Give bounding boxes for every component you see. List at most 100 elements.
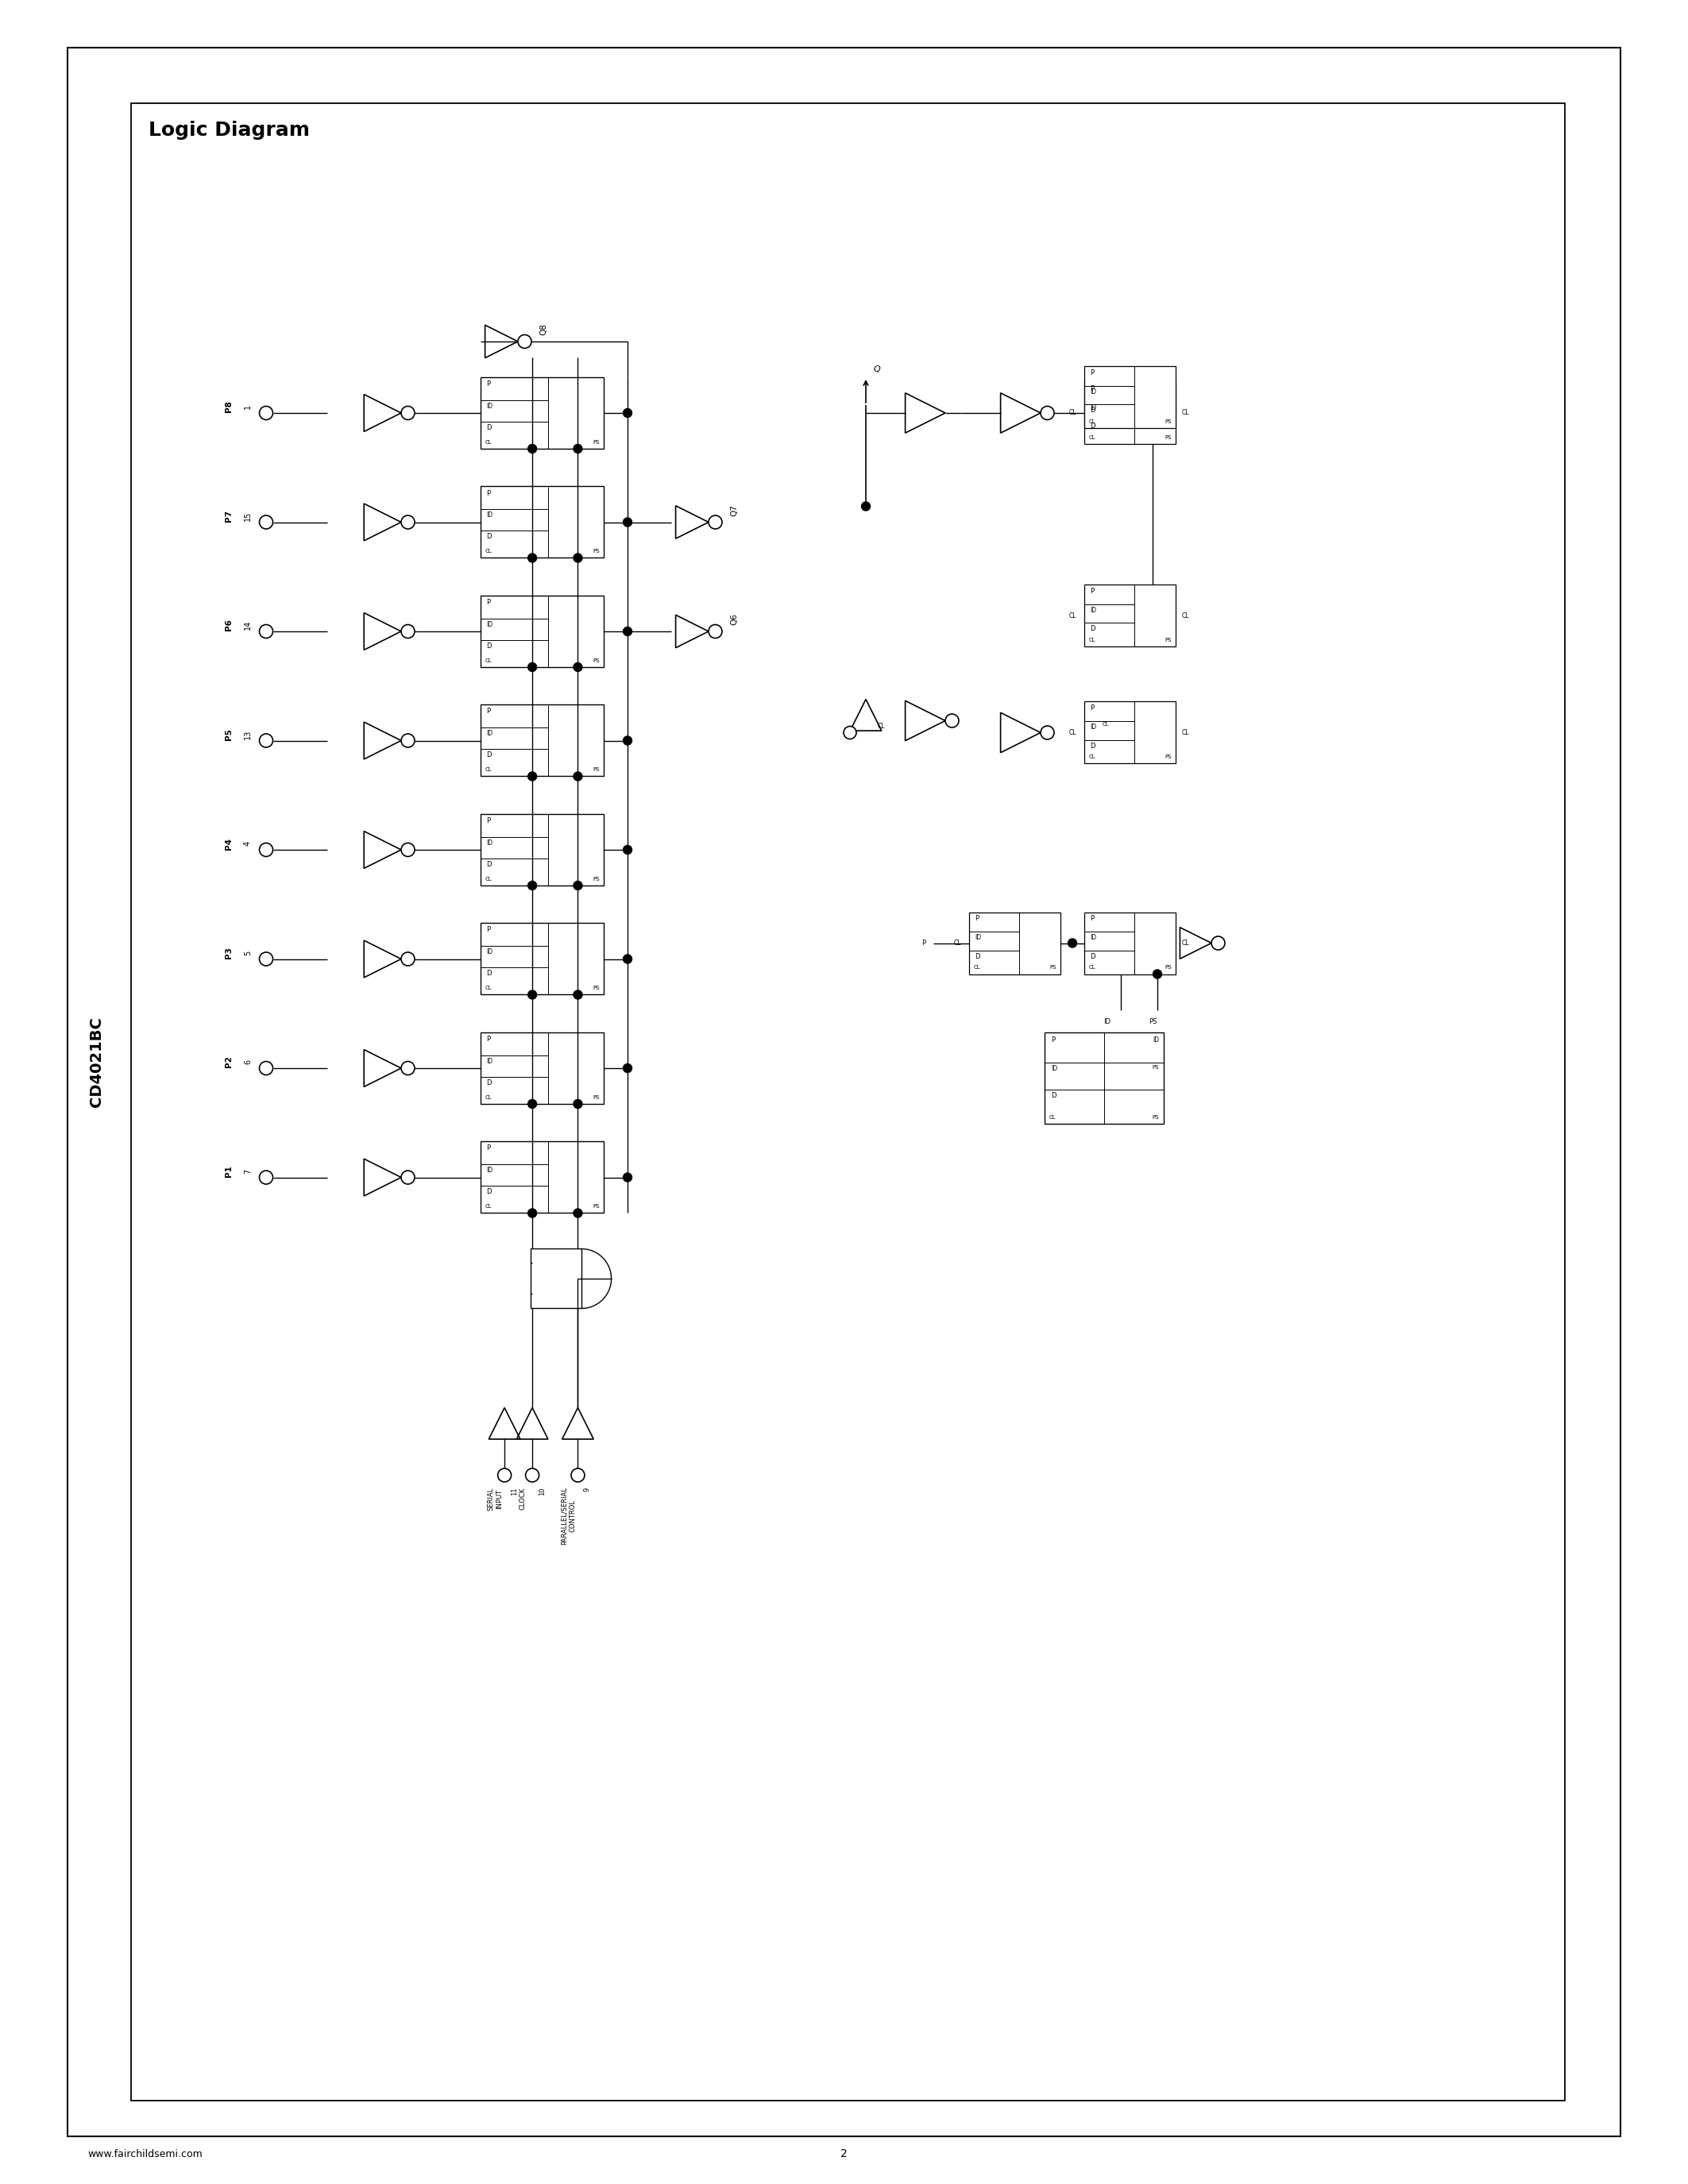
Text: CL: CL <box>486 767 493 773</box>
Text: ID: ID <box>486 948 493 957</box>
Text: D: D <box>486 424 491 430</box>
Text: P: P <box>486 817 490 823</box>
Text: Q: Q <box>874 365 881 373</box>
Text: CL: CL <box>486 1203 493 1210</box>
Circle shape <box>528 989 537 998</box>
Text: D: D <box>1052 1092 1057 1099</box>
Bar <box>481 378 604 448</box>
Text: CL: CL <box>1182 612 1190 618</box>
Text: PS: PS <box>1165 435 1171 439</box>
Text: ID: ID <box>1090 389 1096 395</box>
Text: ID: ID <box>1090 404 1096 411</box>
Circle shape <box>260 515 273 529</box>
Text: CL: CL <box>486 548 493 555</box>
Circle shape <box>861 502 871 511</box>
Circle shape <box>402 843 415 856</box>
Bar <box>530 1249 582 1308</box>
Text: P4: P4 <box>225 836 233 850</box>
Circle shape <box>260 625 273 638</box>
Circle shape <box>260 1061 273 1075</box>
Text: P7: P7 <box>225 509 233 522</box>
Text: CL: CL <box>1050 1116 1057 1120</box>
Text: CL: CL <box>1069 612 1077 618</box>
Text: CD4021BC: CD4021BC <box>89 1018 105 1107</box>
Text: P: P <box>1090 915 1094 922</box>
Text: CL: CL <box>486 657 493 664</box>
Text: P: P <box>486 708 490 714</box>
Circle shape <box>402 952 415 965</box>
Text: PS: PS <box>1165 638 1171 642</box>
Circle shape <box>260 843 273 856</box>
Text: 11: 11 <box>510 1487 518 1496</box>
Text: ID: ID <box>1090 935 1096 941</box>
Text: ID: ID <box>486 729 493 738</box>
Text: PS: PS <box>1165 965 1171 970</box>
Text: ID: ID <box>1090 723 1096 732</box>
Text: CL: CL <box>486 1094 493 1101</box>
Bar <box>481 815 604 885</box>
Circle shape <box>623 954 631 963</box>
Circle shape <box>574 771 582 780</box>
Text: ID: ID <box>1153 1037 1160 1044</box>
Circle shape <box>518 334 532 347</box>
Text: www.fairchildsemi.com: www.fairchildsemi.com <box>88 2149 203 2160</box>
Circle shape <box>260 952 273 965</box>
Circle shape <box>528 662 537 670</box>
Bar <box>969 913 1060 974</box>
Text: 7: 7 <box>243 1168 252 1173</box>
Text: P1: P1 <box>225 1164 233 1177</box>
Text: CL: CL <box>954 939 960 946</box>
Text: CL: CL <box>1182 408 1190 417</box>
Bar <box>1084 913 1175 974</box>
Circle shape <box>402 1171 415 1184</box>
Bar <box>1084 701 1175 764</box>
Bar <box>481 924 604 994</box>
Circle shape <box>623 845 631 854</box>
Text: PS: PS <box>592 876 599 882</box>
Text: P5: P5 <box>225 727 233 740</box>
Text: P8: P8 <box>225 400 233 413</box>
Text: Q7: Q7 <box>729 505 738 515</box>
Text: D: D <box>1090 625 1096 633</box>
Circle shape <box>260 406 273 419</box>
Text: 9: 9 <box>584 1487 591 1492</box>
Text: CL: CL <box>1182 939 1190 946</box>
Text: CL: CL <box>1089 435 1096 439</box>
Text: P3: P3 <box>225 946 233 959</box>
Text: PS: PS <box>592 657 599 664</box>
Text: D: D <box>486 970 491 976</box>
Circle shape <box>574 443 582 452</box>
Text: PARALLEL/SERIAL
CONTROL: PARALLEL/SERIAL CONTROL <box>560 1487 576 1544</box>
Text: D: D <box>486 642 491 649</box>
Text: Q8: Q8 <box>540 323 547 334</box>
Text: P: P <box>1090 587 1094 594</box>
Circle shape <box>1212 937 1225 950</box>
Text: CL: CL <box>1089 756 1096 760</box>
Text: 2: 2 <box>841 2149 847 2160</box>
Text: P: P <box>486 380 490 387</box>
Text: P6: P6 <box>225 618 233 631</box>
Circle shape <box>528 1208 537 1216</box>
Circle shape <box>574 553 582 561</box>
Circle shape <box>528 443 537 452</box>
Circle shape <box>402 406 415 419</box>
Text: PS: PS <box>592 1203 599 1210</box>
Circle shape <box>709 515 722 529</box>
Text: 10: 10 <box>538 1487 545 1496</box>
Text: CL: CL <box>1089 638 1096 642</box>
Text: CL: CL <box>1089 419 1096 424</box>
Text: D: D <box>486 1188 491 1195</box>
Text: CL: CL <box>486 985 493 992</box>
Text: Logic Diagram: Logic Diagram <box>149 120 311 140</box>
Text: D: D <box>1090 743 1096 749</box>
Circle shape <box>402 515 415 529</box>
Text: D: D <box>1090 424 1096 430</box>
Text: Q6: Q6 <box>729 614 738 625</box>
Text: CL: CL <box>1069 729 1077 736</box>
Text: PS: PS <box>1165 756 1171 760</box>
Text: CL: CL <box>1182 729 1190 736</box>
Circle shape <box>402 625 415 638</box>
Text: CL: CL <box>1089 965 1096 970</box>
Text: CL: CL <box>974 965 981 970</box>
Text: D: D <box>486 860 491 867</box>
